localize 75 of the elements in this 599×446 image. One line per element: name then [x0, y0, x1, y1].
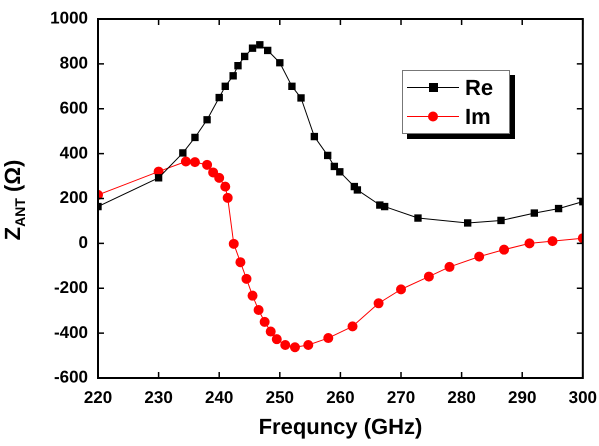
- x-tick-label: 290: [508, 388, 536, 407]
- point: [297, 94, 305, 102]
- point: [266, 326, 276, 337]
- point: [190, 157, 200, 168]
- point: [191, 134, 199, 142]
- point: [396, 284, 406, 294]
- point: [323, 333, 334, 344]
- point: [154, 174, 162, 182]
- point: [179, 149, 187, 157]
- y-tick-label: 200: [60, 188, 88, 208]
- y-tick-label: 400: [60, 143, 88, 162]
- y-tick-label: 1000: [50, 8, 88, 28]
- point: [248, 44, 256, 52]
- y-tick-label: 0: [78, 233, 88, 252]
- point: [554, 204, 562, 212]
- point: [336, 168, 344, 176]
- legend-label: Re: [465, 74, 494, 100]
- x-tick-label: 300: [568, 388, 598, 407]
- x-axis-title: Frequncy (GHz): [258, 414, 424, 440]
- point: [260, 316, 270, 327]
- point: [414, 214, 422, 222]
- point: [234, 62, 242, 70]
- point: [290, 342, 300, 352]
- point: [216, 94, 223, 102]
- point: [222, 82, 229, 90]
- point: [330, 162, 338, 170]
- point: [444, 262, 454, 272]
- point: [222, 192, 233, 203]
- point: [248, 290, 258, 301]
- y-tick-label: 800: [60, 54, 88, 73]
- point: [380, 202, 388, 210]
- point: [499, 244, 510, 255]
- y-tick-label: -200: [54, 278, 88, 297]
- legend-label: Im: [465, 104, 491, 130]
- point: [354, 186, 362, 194]
- x-tick-label: 230: [144, 388, 173, 407]
- y-tick-label: -400: [54, 322, 88, 342]
- point: [203, 116, 211, 124]
- x-tick-label: 270: [386, 388, 416, 407]
- y-tick-label: 600: [60, 98, 88, 118]
- point: [474, 252, 484, 262]
- point: [497, 216, 505, 224]
- point: [324, 152, 332, 160]
- point: [424, 272, 434, 282]
- point: [220, 182, 230, 192]
- point: [524, 238, 534, 248]
- point: [310, 132, 318, 140]
- point: [264, 46, 272, 54]
- point: [256, 41, 264, 48]
- point: [272, 334, 282, 344]
- point: [288, 82, 296, 90]
- x-tick-label: 250: [266, 388, 294, 407]
- point: [276, 59, 284, 66]
- point: [214, 172, 224, 183]
- point: [280, 340, 290, 350]
- point: [303, 340, 314, 350]
- point: [228, 238, 239, 249]
- point: [180, 156, 191, 166]
- point: [235, 257, 246, 268]
- point: [208, 167, 218, 178]
- point: [202, 160, 212, 170]
- y-tick-label: -600: [54, 368, 88, 387]
- x-tick-label: 260: [326, 388, 355, 407]
- x-tick-label: 240: [205, 388, 234, 407]
- x-tick-label: 280: [447, 388, 476, 407]
- x-tick-label: 220: [84, 388, 112, 407]
- point: [254, 305, 264, 316]
- point: [240, 52, 248, 60]
- point: [348, 321, 358, 332]
- point: [464, 219, 472, 227]
- point: [548, 236, 558, 246]
- point: [374, 298, 384, 308]
- point: [241, 274, 252, 284]
- point: [530, 209, 538, 217]
- point: [229, 72, 237, 80]
